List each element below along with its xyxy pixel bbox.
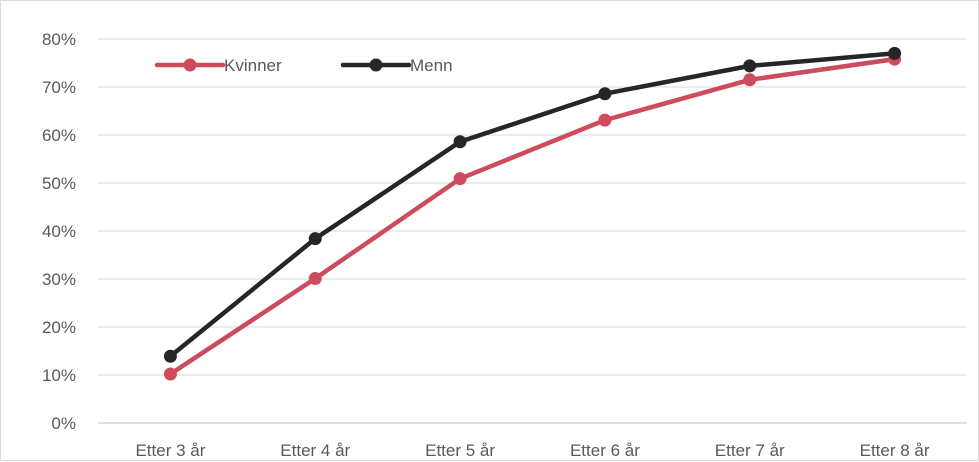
data-point-kvinner <box>163 367 177 381</box>
data-point-kvinner <box>453 172 467 186</box>
series-line-menn <box>168 51 897 359</box>
data-point-kvinner <box>743 73 757 87</box>
y-tick-label: 60% <box>42 126 76 145</box>
y-tick-label: 80% <box>42 30 76 49</box>
y-tick-label: 20% <box>42 318 76 337</box>
x-tick-label: Etter 4 år <box>280 441 350 460</box>
legend-label: Menn <box>410 56 453 75</box>
legend-item-menn: Menn <box>340 56 453 75</box>
y-tick-label: 10% <box>42 366 76 385</box>
series-lines <box>163 46 902 381</box>
y-axis-ticks: 0% 10% 20% 30% 40% 50% 60% 70% 80% <box>42 30 76 433</box>
data-point-menn <box>888 46 902 60</box>
data-point-menn <box>163 349 177 363</box>
y-tick-label: 70% <box>42 78 76 97</box>
data-point-menn <box>453 135 467 149</box>
legend-label: Kvinner <box>224 56 282 75</box>
x-tick-label: Etter 6 år <box>570 441 640 460</box>
data-point-kvinner <box>308 272 322 286</box>
legend-item-kvinner: Kvinner <box>154 56 282 75</box>
legend: Kvinner Menn <box>154 56 453 75</box>
x-tick-label: Etter 3 år <box>135 441 205 460</box>
y-tick-label: 50% <box>42 174 76 193</box>
data-point-kvinner <box>598 113 612 127</box>
data-point-menn <box>743 59 757 73</box>
y-tick-label: 30% <box>42 270 76 289</box>
legend-swatch-marker <box>183 58 197 72</box>
y-tick-label: 0% <box>51 414 76 433</box>
data-point-menn <box>598 87 612 101</box>
x-tick-label: Etter 5 år <box>425 441 495 460</box>
x-tick-label: Etter 8 år <box>860 441 930 460</box>
series-line-kvinner <box>168 56 897 377</box>
gridlines <box>98 38 967 424</box>
x-tick-label: Etter 7 år <box>715 441 785 460</box>
x-axis-ticks: Etter 3 år Etter 4 år Etter 5 år Etter 6 år… <box>135 441 929 460</box>
data-point-menn <box>308 232 322 246</box>
y-tick-label: 40% <box>42 222 76 241</box>
legend-swatch-marker <box>369 58 383 72</box>
